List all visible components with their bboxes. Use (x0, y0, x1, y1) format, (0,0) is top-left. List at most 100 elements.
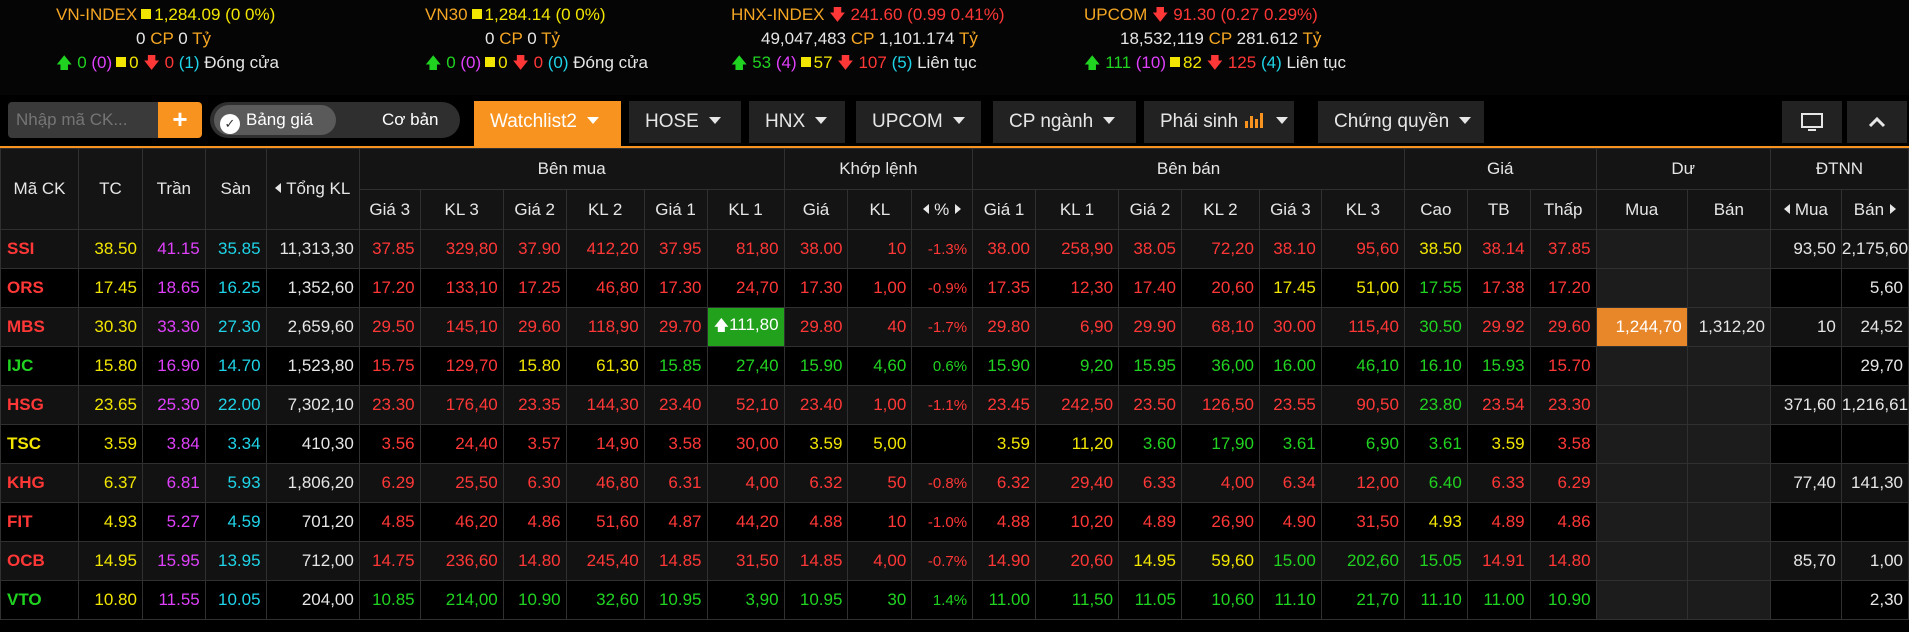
buy-price-2-cell[interactable]: 17.25 (502, 268, 567, 308)
sell-price-2-cell[interactable]: 3.60 (1118, 424, 1182, 464)
buy-vol-3-cell[interactable]: 133,10 (419, 268, 504, 308)
sell-vol-3-cell[interactable]: 51,00 (1320, 268, 1405, 308)
buy-vol-1-cell[interactable]: 🡅111,80 (706, 307, 785, 347)
buy-price-1-cell[interactable]: 14.85 (643, 541, 708, 581)
tab-phai-sinh[interactable]: Phái sinh (1144, 101, 1294, 143)
header-total-volume[interactable]: Tổng KL (265, 148, 360, 230)
buy-vol-1-cell[interactable]: 30,00 (706, 424, 785, 464)
buy-price-1-cell[interactable]: 10.95 (643, 580, 708, 620)
header-nn-mua[interactable]: Mua (1769, 189, 1842, 230)
buy-vol-1-cell[interactable]: 4,00 (706, 463, 785, 503)
buy-price-3-cell[interactable]: 17.20 (358, 268, 421, 308)
buy-vol-2-cell[interactable]: 245,40 (565, 541, 645, 581)
sell-vol-3-cell[interactable]: 6,90 (1320, 424, 1405, 464)
buy-price-2-cell[interactable]: 23.35 (502, 385, 567, 425)
buy-vol-2-cell[interactable]: 14,90 (565, 424, 645, 464)
header-match-kl[interactable]: KL (847, 189, 913, 230)
buy-vol-2-cell[interactable]: 61,30 (565, 346, 645, 386)
header-symbol[interactable]: Mã CK (0, 148, 80, 230)
buy-price-2-cell[interactable]: 6.30 (502, 463, 567, 503)
buy-price-2-cell[interactable]: 15.80 (502, 346, 567, 386)
sell-price-2-cell[interactable]: 11.05 (1118, 580, 1182, 620)
tab-upcom[interactable]: UPCOM (856, 101, 981, 143)
header-buy-kl3[interactable]: KL 3 (419, 189, 504, 230)
sell-vol-2-cell[interactable]: 59,60 (1180, 541, 1260, 581)
header-buy-gia2[interactable]: Giá 2 (502, 189, 567, 230)
buy-vol-1-cell[interactable]: 81,80 (706, 229, 785, 269)
sell-vol-1-cell[interactable]: 9,20 (1034, 346, 1120, 386)
header-san[interactable]: Sàn (204, 148, 267, 230)
sell-vol-1-cell[interactable]: 242,50 (1034, 385, 1120, 425)
sell-price-3-cell[interactable]: 16.00 (1258, 346, 1322, 386)
sell-vol-1-cell[interactable]: 20,60 (1034, 541, 1120, 581)
tab-hnx[interactable]: HNX (749, 101, 845, 143)
sell-vol-2-cell[interactable]: 126,50 (1180, 385, 1260, 425)
table-row[interactable]: ORS 17.45 18.65 16.25 1,352,60 17.20 133,10 17.… (0, 268, 1909, 308)
buy-price-1-cell[interactable]: 17.30 (643, 268, 708, 308)
buy-price-1-cell[interactable]: 6.31 (643, 463, 708, 503)
sell-vol-3-cell[interactable]: 90,50 (1320, 385, 1405, 425)
sell-vol-3-cell[interactable]: 202,60 (1320, 541, 1405, 581)
symbol-search-input[interactable] (8, 102, 158, 138)
header-cao[interactable]: Cao (1403, 189, 1468, 230)
sell-vol-2-cell[interactable]: 20,60 (1180, 268, 1260, 308)
header-thap[interactable]: Thấp (1529, 189, 1597, 230)
buy-vol-3-cell[interactable]: 25,50 (419, 463, 504, 503)
sell-vol-1-cell[interactable]: 12,30 (1034, 268, 1120, 308)
index-vnindex[interactable]: VN-INDEX 1,284.09 (0 0%) 0 CP 0 Tỷ 🡅 0 (0… (56, 3, 279, 75)
sell-vol-3-cell[interactable]: 95,60 (1320, 229, 1405, 269)
sell-price-2-cell[interactable]: 6.33 (1118, 463, 1182, 503)
symbol-cell[interactable]: FIT (0, 502, 80, 542)
sell-price-3-cell[interactable]: 30.00 (1258, 307, 1322, 347)
buy-price-1-cell[interactable]: 4.87 (643, 502, 708, 542)
sell-vol-2-cell[interactable]: 4,00 (1180, 463, 1260, 503)
sell-vol-2-cell[interactable]: 36,00 (1180, 346, 1260, 386)
buy-vol-1-cell[interactable]: 52,10 (706, 385, 785, 425)
sell-price-2-cell[interactable]: 23.50 (1118, 385, 1182, 425)
add-symbol-button[interactable]: + (158, 102, 202, 138)
sell-price-3-cell[interactable]: 3.61 (1258, 424, 1322, 464)
header-match-pct[interactable]: % (911, 189, 974, 230)
buy-price-3-cell[interactable]: 15.75 (358, 346, 421, 386)
sell-vol-2-cell[interactable]: 68,10 (1180, 307, 1260, 347)
sell-price-2-cell[interactable]: 38.05 (1118, 229, 1182, 269)
sell-price-3-cell[interactable]: 4.90 (1258, 502, 1322, 542)
tab-cp-nganh[interactable]: CP ngành (993, 101, 1136, 143)
header-buy-gia3[interactable]: Giá 3 (358, 189, 421, 230)
buy-vol-3-cell[interactable]: 176,40 (419, 385, 504, 425)
sell-price-3-cell[interactable]: 15.00 (1258, 541, 1322, 581)
table-row[interactable]: TSC 3.59 3.84 3.34 410,30 3.56 24,40 3.57 14,90 3… (0, 424, 1909, 464)
buy-vol-3-cell[interactable]: 214,00 (419, 580, 504, 620)
sell-price-1-cell[interactable]: 6.32 (972, 463, 1036, 503)
buy-price-3-cell[interactable]: 37.85 (358, 229, 421, 269)
header-sell-gia2[interactable]: Giá 2 (1118, 189, 1182, 230)
buy-vol-1-cell[interactable]: 27,40 (706, 346, 785, 386)
sell-price-2-cell[interactable]: 14.95 (1118, 541, 1182, 581)
header-sell-kl1[interactable]: KL 1 (1034, 189, 1120, 230)
collapse-button[interactable] (1847, 101, 1907, 143)
header-tc[interactable]: TC (78, 148, 143, 230)
sell-price-2-cell[interactable]: 17.40 (1118, 268, 1182, 308)
buy-vol-1-cell[interactable]: 24,70 (706, 268, 785, 308)
buy-vol-3-cell[interactable]: 129,70 (419, 346, 504, 386)
sell-price-3-cell[interactable]: 23.55 (1258, 385, 1322, 425)
sell-vol-3-cell[interactable]: 46,10 (1320, 346, 1405, 386)
sell-vol-1-cell[interactable]: 6,90 (1034, 307, 1120, 347)
table-row[interactable]: VTO 10.80 11.55 10.05 204,00 10.85 214,00 10.90… (0, 580, 1909, 620)
table-row[interactable]: IJC 15.80 16.90 14.70 1,523,80 15.75 129,70 15.… (0, 346, 1909, 386)
buy-vol-3-cell[interactable]: 24,40 (419, 424, 504, 464)
symbol-cell[interactable]: TSC (0, 424, 80, 464)
buy-vol-1-cell[interactable]: 44,20 (706, 502, 785, 542)
buy-price-1-cell[interactable]: 29.70 (643, 307, 708, 347)
buy-vol-3-cell[interactable]: 145,10 (419, 307, 504, 347)
buy-price-3-cell[interactable]: 4.85 (358, 502, 421, 542)
buy-price-2-cell[interactable]: 37.90 (502, 229, 567, 269)
index-vn30[interactable]: VN30 1,284.14 (0 0%) 0 CP 0 Tỷ 🡅 0 (0) 0 🡇… (425, 3, 648, 75)
sell-price-2-cell[interactable]: 4.89 (1118, 502, 1182, 542)
index-upcom[interactable]: UPCOM 🡇 91.30 (0.27 0.29%) 18,532,119 CP… (1084, 3, 1346, 75)
header-tb[interactable]: TB (1466, 189, 1531, 230)
buy-price-2-cell[interactable]: 10.90 (502, 580, 567, 620)
header-du-mua[interactable]: Mua (1595, 189, 1688, 230)
header-match-gia[interactable]: Giá (783, 189, 849, 230)
sell-vol-1-cell[interactable]: 29,40 (1034, 463, 1120, 503)
